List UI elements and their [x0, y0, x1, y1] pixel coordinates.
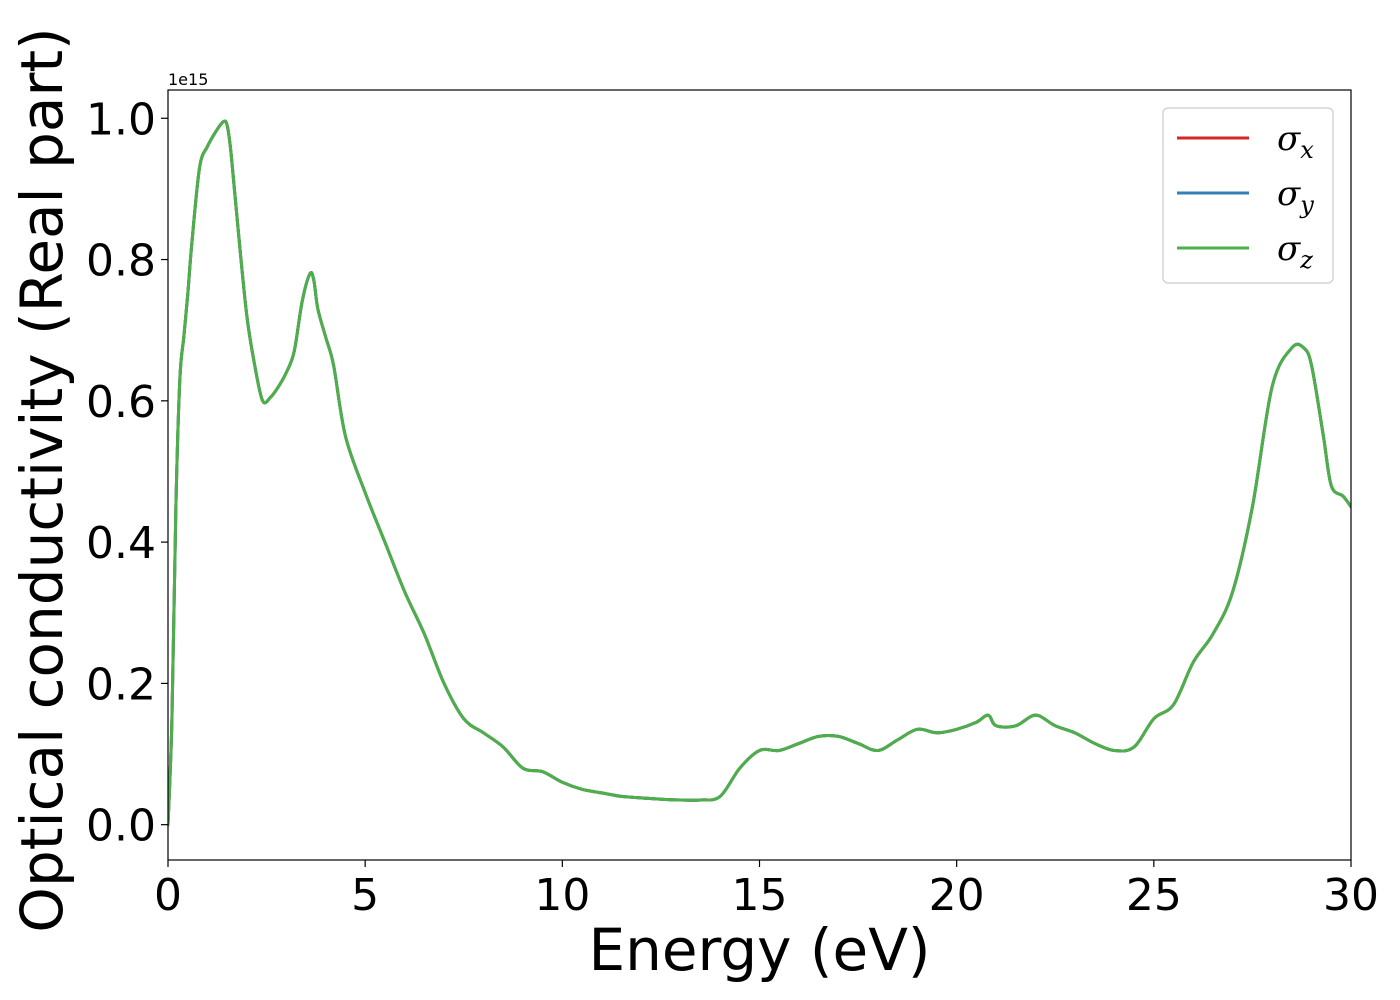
- y-axis-label: Optical conductivity (Real part): [8, 27, 76, 932]
- y-tick-label: 1.0: [86, 94, 156, 145]
- y-offset-label: 1e15: [168, 70, 208, 89]
- x-tick-label: 15: [732, 870, 788, 921]
- x-tick-label: 30: [1323, 870, 1379, 921]
- legend-label-z: σz: [1277, 229, 1313, 274]
- x-tick-label: 5: [351, 870, 379, 921]
- x-axis-label: Energy (eV): [588, 916, 930, 984]
- y-tick-label: 0.4: [86, 518, 156, 569]
- y-axis: 0.0 0.2 0.4 0.6 0.8 1.0: [86, 94, 168, 852]
- x-axis: 0 5 10 15 20 25 30: [154, 860, 1379, 921]
- series-layer: [168, 119, 1351, 827]
- y-tick-label: 0.8: [86, 236, 156, 287]
- y-tick-label: 0.6: [86, 377, 156, 428]
- legend-label-y: σy: [1277, 174, 1314, 219]
- x-tick-label: 0: [154, 870, 182, 921]
- x-tick-label: 20: [929, 870, 985, 921]
- series-line-z: [168, 119, 1351, 827]
- y-tick-label: 0.2: [86, 659, 156, 710]
- legend: σx σy σz: [1162, 107, 1334, 284]
- y-tick-label: 0.0: [86, 801, 156, 852]
- legend-label-x: σx: [1277, 119, 1314, 164]
- x-tick-label: 25: [1126, 870, 1182, 921]
- legend-box: [1162, 107, 1334, 284]
- x-tick-label: 10: [534, 870, 590, 921]
